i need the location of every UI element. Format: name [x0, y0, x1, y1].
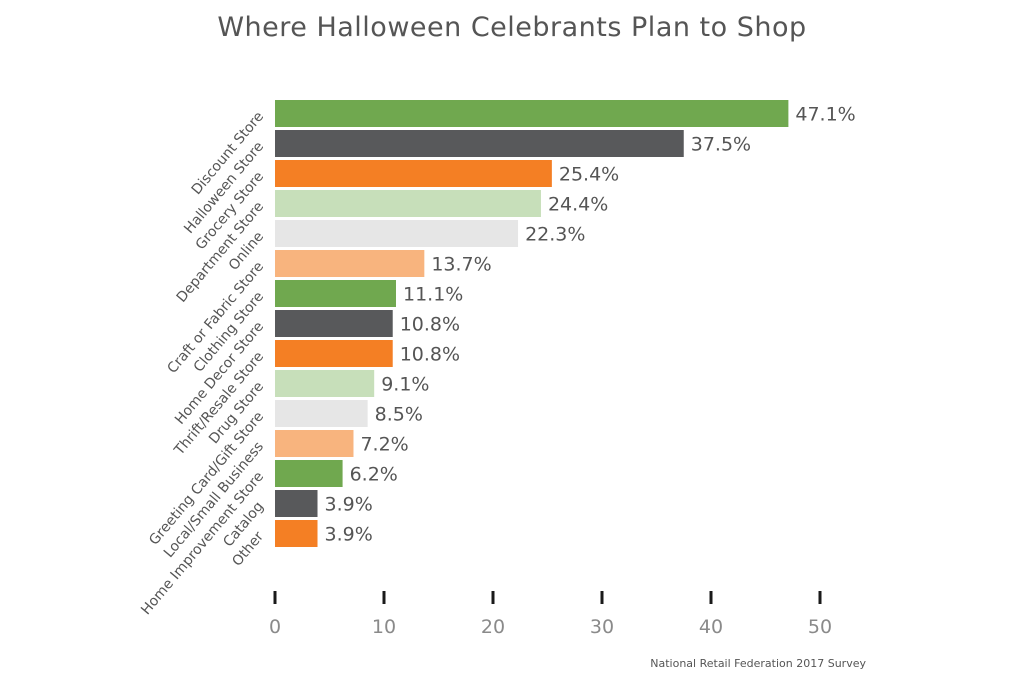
bar-value-label: 10.8%: [400, 314, 460, 336]
bar: [275, 430, 354, 457]
source-note: National Retail Federation 2017 Survey: [650, 657, 866, 670]
bar: [275, 340, 393, 367]
bar: [275, 310, 393, 337]
bar: [275, 490, 318, 517]
x-tick-label: 30: [590, 616, 614, 638]
chart-title: Where Halloween Celebrants Plan to Shop: [217, 12, 807, 43]
x-axis: 0 10 20 30 40 50: [269, 591, 832, 638]
bar-value-label: 6.2%: [350, 464, 398, 486]
bar: [275, 460, 343, 487]
bar-value-label: 22.3%: [525, 224, 585, 246]
bar-value-label: 7.2%: [360, 434, 408, 456]
bars-layer: [275, 100, 789, 547]
bar: [275, 160, 552, 187]
bar-value-label: 10.8%: [400, 344, 460, 366]
bar: [275, 100, 789, 127]
bar: [275, 190, 541, 217]
bar: [275, 370, 375, 397]
bar: [275, 520, 318, 547]
bar: [275, 280, 396, 307]
x-tick-label: 20: [481, 616, 505, 638]
bar-value-label: 25.4%: [559, 164, 619, 186]
bar-value-label: 11.1%: [403, 284, 463, 306]
x-tick-label: 40: [699, 616, 723, 638]
bar: [275, 220, 519, 247]
x-tick-label: 50: [808, 616, 832, 638]
x-tick-label: 0: [269, 616, 281, 638]
bar: [275, 400, 368, 427]
bar-value-label: 8.5%: [375, 404, 423, 426]
bar-value-label: 3.9%: [325, 524, 373, 546]
bar-value-label: 9.1%: [381, 374, 429, 396]
bar-value-label: 24.4%: [548, 194, 608, 216]
bar-value-label: 13.7%: [431, 254, 491, 276]
bar-value-label: 3.9%: [325, 494, 373, 516]
x-tick-label: 10: [372, 616, 396, 638]
bar: [275, 130, 684, 157]
bar-value-label: 37.5%: [691, 134, 751, 156]
value-labels-layer: 47.1% 37.5% 25.4% 24.4% 22.3% 13.7% 11.1% 10.8%…: [325, 104, 856, 546]
bar-value-label: 47.1%: [795, 104, 855, 126]
bar: [275, 250, 425, 277]
